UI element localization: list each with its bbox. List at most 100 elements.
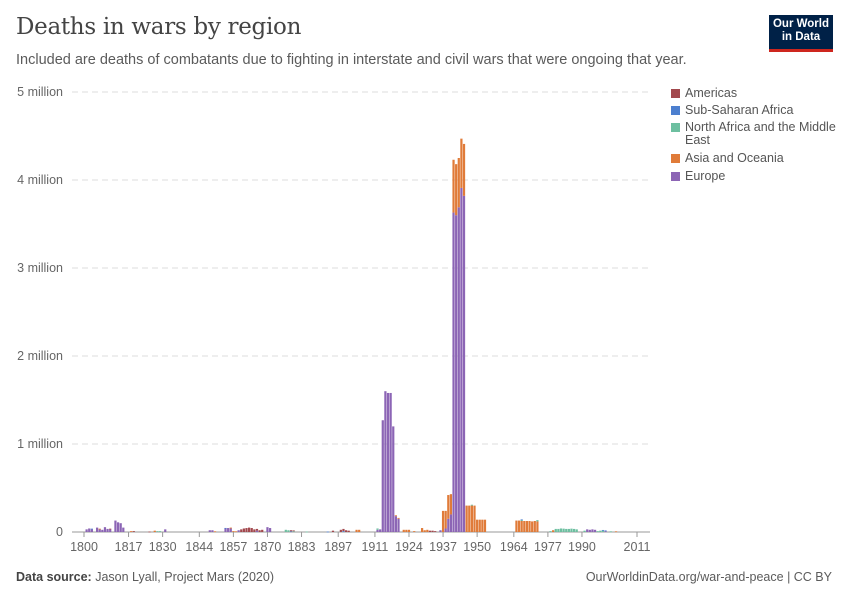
bar-europe-1917 [389, 392, 392, 532]
bar-americas-1880 [292, 530, 295, 532]
bar-americas-1868 [261, 529, 264, 532]
bar-americas-1900 [344, 530, 348, 532]
bar-americas-1932 [428, 530, 432, 532]
bar-europe-1810 [109, 529, 112, 532]
bar-asia-and-oceania-1920 [397, 517, 400, 519]
bar-europe-1941 [452, 212, 455, 532]
legend-label: Sub-Saharan Africa [685, 103, 794, 117]
x-tick-label: 1883 [288, 540, 316, 554]
bar-north-africa-and-the-middle-east-1997 [599, 530, 602, 532]
bar-asia-and-oceania-1904 [355, 529, 358, 532]
bar-asia-and-oceania-1939 [447, 495, 450, 519]
bar-americas-1879 [289, 530, 293, 532]
legend-item[interactable]: Europe [671, 170, 841, 183]
bar-north-africa-and-the-middle-east-1828 [156, 531, 159, 532]
bar-europe-1831 [164, 529, 167, 532]
footer-link[interactable]: OurWorldinData.org/war-and-peace | CC BY [585, 570, 832, 584]
bar-sub-saharan-africa-1967 [520, 519, 523, 521]
bar-north-africa-and-the-middle-east-1885 [305, 531, 308, 533]
y-tick-label: 2 million [17, 349, 63, 363]
bar-asia-and-oceania-1929 [420, 528, 424, 532]
bar-americas-1895 [331, 530, 335, 532]
bar-asia-and-oceania-1930 [423, 530, 426, 532]
bar-north-africa-and-the-middle-east-1973 [536, 520, 539, 522]
bar-europe-1920 [397, 518, 400, 532]
x-tick-label: 1870 [254, 540, 282, 554]
owid-logo[interactable]: Our World in Data [769, 15, 833, 52]
y-tick-label: 0 [56, 525, 63, 539]
bar-americas-1899 [342, 528, 345, 532]
bar-asia-and-oceania-1937 [441, 510, 445, 532]
bar-europe-1859 [237, 530, 240, 532]
bar-europe-1918 [392, 426, 395, 532]
bar-europe-1813 [116, 522, 120, 532]
bar-asia-and-oceania-1940 [449, 494, 453, 515]
x-tick-label: 1950 [463, 540, 491, 554]
bar-americas-1862 [245, 528, 248, 532]
bar-asia-and-oceania-1952 [481, 519, 484, 532]
x-tick-label: 1897 [324, 540, 352, 554]
bar-north-africa-and-the-middle-east-1998 [601, 530, 605, 532]
x-tick-label: 1977 [534, 540, 562, 554]
legend-item[interactable]: Asia and Oceania [671, 152, 841, 165]
bar-sub-saharan-africa-1998 [601, 529, 605, 531]
bar-europe-1938 [444, 528, 447, 532]
x-tick-label: 1830 [149, 540, 177, 554]
bar-north-africa-and-the-middle-east-1981 [557, 528, 560, 532]
source-text: Jason Lyall, Project Mars (2020) [95, 570, 274, 584]
bar-europe-1812 [114, 520, 117, 532]
bar-asia-and-oceania-1931 [426, 529, 429, 532]
bar-north-africa-and-the-middle-east-1880 [292, 531, 295, 533]
source-label: Data source: [16, 570, 92, 584]
bar-americas-1863 [248, 527, 251, 532]
bar-europe-1992 [586, 529, 589, 532]
bar-asia-and-oceania-1971 [531, 521, 534, 532]
bar-north-africa-and-the-middle-east-1948 [470, 504, 473, 506]
bar-europe-1871 [268, 528, 272, 532]
bar-americas-1810 [109, 528, 112, 530]
x-tick-label: 1911 [361, 540, 388, 554]
bar-asia-and-oceania-1943 [457, 158, 460, 208]
x-tick-label: 1817 [115, 540, 143, 554]
bar-europe-1995 [593, 529, 597, 532]
legend-label: Americas [685, 86, 738, 100]
bar-americas-1867 [258, 530, 261, 532]
bar-americas-1819 [132, 531, 135, 532]
bar-north-africa-and-the-middle-east-1984 [565, 528, 568, 532]
bar-europe-1913 [379, 529, 382, 532]
bar-asia-and-oceania-1951 [478, 519, 481, 532]
bar-asia-and-oceania-1972 [533, 521, 536, 532]
bar-sub-saharan-africa-1803 [90, 528, 93, 530]
bar-asia-and-oceania-1857 [232, 531, 235, 532]
legend-label: Europe [685, 169, 726, 183]
bar-asia-and-oceania-1953 [483, 519, 487, 532]
legend-swatch [671, 172, 680, 181]
bar-europe-1806 [98, 529, 101, 532]
bar-asia-and-oceania-1949 [473, 505, 476, 532]
bar-europe-1915 [384, 391, 387, 532]
bar-europe-1807 [101, 529, 104, 532]
bar-sub-saharan-africa-1854 [224, 527, 227, 529]
bar-asia-and-oceania-1947 [468, 505, 471, 532]
bar-europe-1808 [103, 527, 107, 532]
bar-asia-and-oceania-1926 [413, 531, 416, 532]
bar-asia-and-oceania-1858 [234, 531, 238, 533]
legend-item[interactable]: North Africa and the Middle East [671, 121, 841, 147]
legend-label: Asia and Oceania [685, 151, 784, 165]
bar-asia-and-oceania-1941 [452, 159, 455, 213]
bar-asia-and-oceania-1948 [470, 505, 473, 532]
legend-item[interactable]: Americas [671, 87, 841, 100]
legend-item[interactable]: Sub-Saharan Africa [671, 104, 841, 117]
bar-asia-and-oceania-1923 [405, 529, 408, 532]
bar-americas-1901 [347, 530, 350, 532]
bar-europe-1939 [447, 518, 450, 532]
bar-north-africa-and-the-middle-east-1985 [567, 528, 570, 532]
bar-asia-and-oceania-1818 [130, 531, 133, 532]
legend-swatch [671, 106, 680, 115]
x-tick-label: 2011 [624, 540, 651, 554]
legend-swatch [671, 123, 680, 132]
bar-europe-1936 [439, 530, 442, 532]
bar-north-africa-and-the-middle-east-1986 [570, 528, 573, 532]
bar-americas-1865 [253, 529, 256, 532]
bar-asia-and-oceania-1969 [525, 521, 529, 532]
